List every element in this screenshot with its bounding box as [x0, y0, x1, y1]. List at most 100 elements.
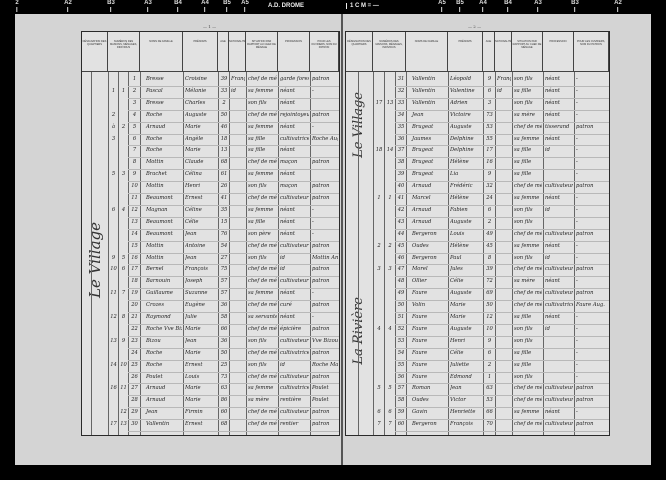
cell-relationship: son fils [248, 337, 267, 344]
cell-age: 26 [220, 183, 228, 190]
cell-individual-number: 40 [397, 183, 405, 190]
row-rule [128, 145, 339, 147]
cell-age: 2 [487, 218, 492, 225]
cell-employer: - [576, 206, 578, 213]
scale-label: 1 C M = — [346, 3, 379, 9]
cell-individual-number: 58 [397, 397, 405, 404]
cell-age: 58 [220, 314, 228, 320]
ruler-mark: 2 [15, 0, 18, 12]
row-rule [128, 109, 339, 111]
cell-employer: patron [312, 373, 330, 380]
cell-profession: garde forestier [280, 76, 309, 82]
cell-relationship: sa mère [248, 397, 269, 404]
cell-age: 25 [220, 361, 228, 368]
cell-first-name: Hélène [450, 195, 469, 201]
ruler-mark: A5 [438, 0, 446, 12]
cell-employer: patron [312, 302, 330, 309]
cell-relationship: chef de ménage [248, 421, 277, 428]
cell-house-number: à [111, 123, 116, 130]
cell-surname: Bizou [146, 337, 161, 344]
cell-employer: - [576, 171, 578, 178]
cell-first-name: Jean [185, 230, 197, 237]
column-rule [310, 72, 311, 435]
cell-first-name: Juliette [450, 361, 470, 368]
cell-individual-number: 34 [397, 111, 405, 118]
cell-age: 3 [487, 99, 492, 106]
cell-surname: Mottin [146, 242, 164, 249]
column-header-profession: PROFESSION [543, 32, 574, 72]
cell-relationship: son fils [514, 373, 533, 380]
cell-relationship: sa fille [514, 171, 532, 178]
ruler-mark: A3 [534, 0, 542, 12]
cell-relationship: sa servante [248, 314, 277, 320]
cell-individual-number: 23 [131, 337, 138, 344]
cell-employer: - [312, 314, 314, 320]
cell-employer: - [576, 195, 578, 201]
cell-age: 41 [220, 195, 228, 201]
cell-first-name: Joseph [185, 278, 203, 285]
cell-age: 53 [486, 397, 493, 404]
cell-first-name: Edmond [450, 373, 472, 380]
row-rule [395, 300, 609, 302]
cell-relationship: sa fille [514, 361, 532, 368]
column-rule [229, 72, 230, 435]
cell-age: 73 [220, 373, 228, 380]
cell-individual-number: 13 [131, 218, 138, 225]
cell-profession: id [545, 206, 550, 213]
cell-surname: Poulet [146, 373, 163, 380]
cell-individual-number: 36 [397, 135, 405, 142]
row-rule [128, 85, 339, 87]
cell-first-name: Fabien [450, 206, 468, 213]
cell-employer: - [312, 230, 314, 237]
cell-relationship: chef de ménage [514, 266, 542, 273]
cell-relationship: sa femme [248, 87, 274, 94]
cell-individual-number: 35 [397, 123, 405, 130]
cell-employer: - [576, 409, 578, 416]
cell-relationship: sa femme [248, 123, 274, 130]
cell-profession: néant [545, 278, 560, 285]
column-rule [395, 72, 396, 435]
cell-profession: néant [280, 314, 295, 320]
cell-age: 32 [486, 183, 493, 190]
cell-age: 73 [486, 111, 493, 118]
cell-surname: Arnaud [412, 218, 432, 225]
cell-surname: Faure [412, 290, 428, 297]
cell-relationship: chef de ménage [514, 290, 542, 297]
cell-profession: cultivateur [280, 409, 309, 416]
cell-relationship: son fils [514, 254, 533, 261]
cell-individual-number: 15 [131, 242, 138, 249]
cell-relationship: chef de ménage [248, 373, 277, 380]
cell-profession: néant [545, 111, 560, 118]
cell-relationship: chef de ménage [248, 242, 277, 249]
cell-age: 8 [487, 254, 492, 261]
column-header-prenoms: PRÉNOMS [183, 32, 218, 72]
row-rule [395, 288, 609, 290]
cell-first-name: Jules [450, 266, 463, 273]
cell-relationship: chef de ménage [514, 302, 542, 309]
cell-employer: patron [576, 385, 594, 392]
cell-relationship: son fils [248, 99, 267, 106]
cell-house-number: 14 [110, 361, 117, 368]
cell-first-name: Lia [450, 171, 459, 178]
column-rule [448, 72, 449, 435]
cell-age: 9 [487, 76, 492, 82]
cell-employer: - [312, 206, 314, 213]
column-header-numeros: NUMÉROS DES MAISONS, MÉNAGES, INDIVIDUS [108, 32, 140, 72]
cell-surname: Brugeat [412, 123, 434, 130]
cell-household-number: 3 [388, 266, 392, 273]
cell-employer: patron [312, 325, 330, 332]
cell-house-number: 10 [110, 266, 117, 273]
cell-relationship: sa fille [514, 314, 532, 320]
cell-employer: - [576, 314, 578, 320]
column-rule [358, 72, 359, 435]
cell-first-name: Marie [185, 147, 201, 154]
cell-employer: Faure Aug. [576, 302, 605, 309]
cell-profession: tisserand [545, 123, 570, 130]
cell-age: 70 [486, 421, 493, 428]
cell-relationship: son fils [514, 99, 533, 106]
row-rule [395, 323, 609, 325]
cell-individual-number: 4 [132, 111, 137, 118]
cell-age: 66 [486, 409, 493, 416]
cell-individual-number: 14 [131, 230, 138, 237]
cell-surname: Faure [412, 373, 428, 380]
